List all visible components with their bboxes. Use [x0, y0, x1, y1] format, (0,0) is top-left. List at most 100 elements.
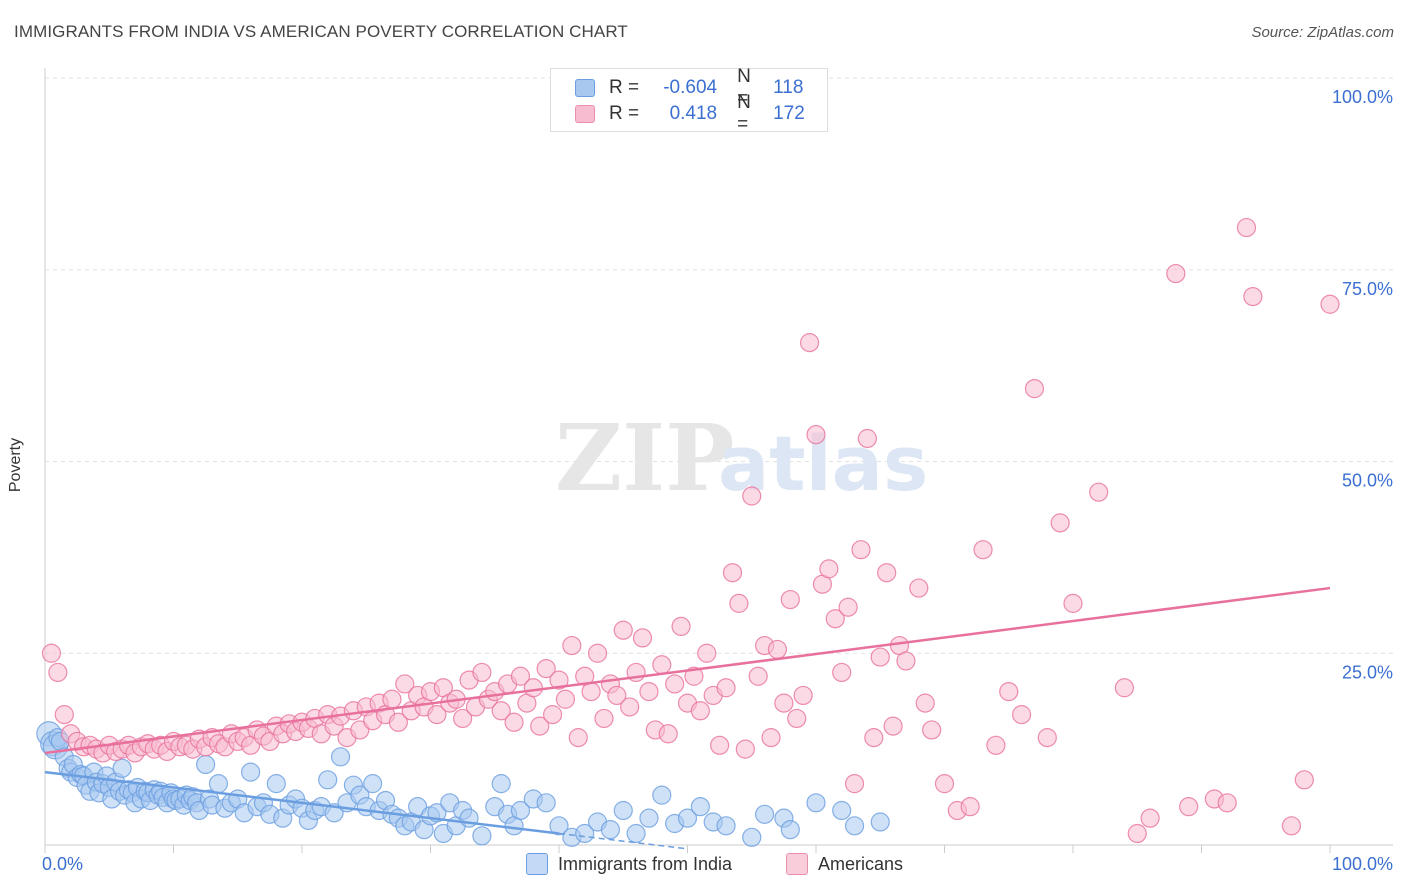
trend-line-extension: [558, 832, 688, 850]
data-point: [832, 800, 852, 821]
bottom-legend-india: Immigrants from India: [526, 852, 732, 876]
legend-r-value: 0.418: [669, 103, 718, 124]
data-point: [864, 728, 884, 748]
data-point: [587, 643, 608, 663]
data-point: [986, 735, 1006, 755]
data-point: [594, 708, 614, 729]
data-point: [793, 685, 813, 706]
data-point: [1127, 823, 1147, 844]
data-point: [453, 708, 473, 729]
data-point: [472, 826, 492, 846]
data-point: [851, 540, 871, 560]
data-point: [844, 774, 865, 794]
data-point: [665, 674, 685, 694]
series-americans: [41, 217, 1340, 844]
data-point: [330, 747, 351, 767]
data-point: [761, 728, 781, 748]
data-point: [607, 685, 627, 706]
legend-n-value: 118: [773, 77, 804, 98]
data-point: [568, 728, 588, 748]
legend-r-label: R =: [609, 77, 640, 98]
data-point: [742, 827, 762, 847]
data-point: [742, 486, 762, 506]
y-tick-label: 75.0%: [1342, 279, 1393, 299]
data-point: [363, 774, 383, 794]
grid-lines: [45, 77, 1393, 654]
data-point: [48, 662, 68, 683]
data-point: [620, 697, 640, 717]
data-point: [523, 678, 543, 698]
data-point: [729, 593, 749, 613]
data-point: [581, 681, 601, 702]
data-point: [600, 820, 621, 840]
data-point: [318, 770, 338, 790]
data-point: [112, 758, 132, 778]
legend-swatch-americans: [575, 105, 595, 123]
watermark-zip: ZIP: [555, 404, 734, 512]
legend-row-americans: R = 0.418 N = 172: [575, 92, 805, 135]
axes: [44, 68, 1393, 853]
data-point: [536, 658, 556, 679]
data-point: [652, 655, 672, 675]
data-point: [716, 678, 736, 698]
data-point: [658, 724, 678, 744]
data-point: [671, 616, 691, 637]
data-point: [677, 808, 698, 828]
data-point: [1063, 593, 1083, 613]
data-point: [684, 666, 704, 686]
bottom-legend-americans: Americans: [786, 852, 903, 876]
data-point: [639, 808, 659, 828]
data-point: [536, 793, 556, 813]
data-point: [1217, 793, 1237, 813]
data-point: [266, 774, 286, 794]
data-point: [915, 693, 935, 713]
data-point: [510, 666, 531, 686]
data-point: [787, 708, 807, 729]
data-point: [934, 774, 955, 794]
data-point: [388, 712, 408, 732]
data-point: [542, 705, 563, 725]
data-point: [196, 754, 216, 775]
trend-lines: [44, 586, 1331, 850]
legend-row-india: R = -0.604 N = 118: [575, 66, 804, 109]
legend-n-label: N =: [737, 66, 751, 109]
x-tick-label: 0.0%: [42, 854, 83, 874]
data-point: [1243, 286, 1263, 307]
data-point: [504, 712, 524, 732]
data-point: [652, 785, 672, 805]
data-point: [870, 647, 890, 667]
data-point: [427, 705, 447, 725]
data-point: [382, 689, 402, 709]
data-point: [575, 823, 595, 844]
tick-labels: 25.0% 50.0% 75.0% 100.0% 0.0% 100.0%: [42, 87, 1393, 874]
data-point: [1089, 482, 1109, 502]
data-point: [549, 670, 569, 690]
trend-line-india: [44, 770, 560, 835]
data-point: [1024, 379, 1045, 399]
data-point: [530, 716, 550, 736]
data-point: [710, 735, 730, 755]
series-immigrants-from-india: [36, 721, 890, 847]
data-point: [716, 816, 736, 836]
data-point: [754, 804, 775, 824]
data-point: [41, 643, 62, 663]
data-point: [690, 701, 710, 721]
data-point: [697, 643, 717, 663]
data-point: [722, 563, 743, 583]
data-point: [922, 720, 942, 740]
data-point: [1294, 770, 1314, 790]
data-point: [780, 820, 800, 840]
data-point: [877, 563, 897, 583]
trend-line-americans: [44, 586, 1331, 755]
data-point: [780, 589, 800, 610]
data-point: [1166, 263, 1186, 284]
data-point: [1140, 808, 1160, 828]
data-point: [857, 428, 878, 449]
bottom-legend-label-india: Immigrants from India: [558, 853, 733, 874]
data-point: [54, 705, 74, 725]
x-tick-label: 100.0%: [1332, 854, 1393, 874]
data-point: [909, 578, 929, 598]
data-point: [613, 800, 633, 821]
